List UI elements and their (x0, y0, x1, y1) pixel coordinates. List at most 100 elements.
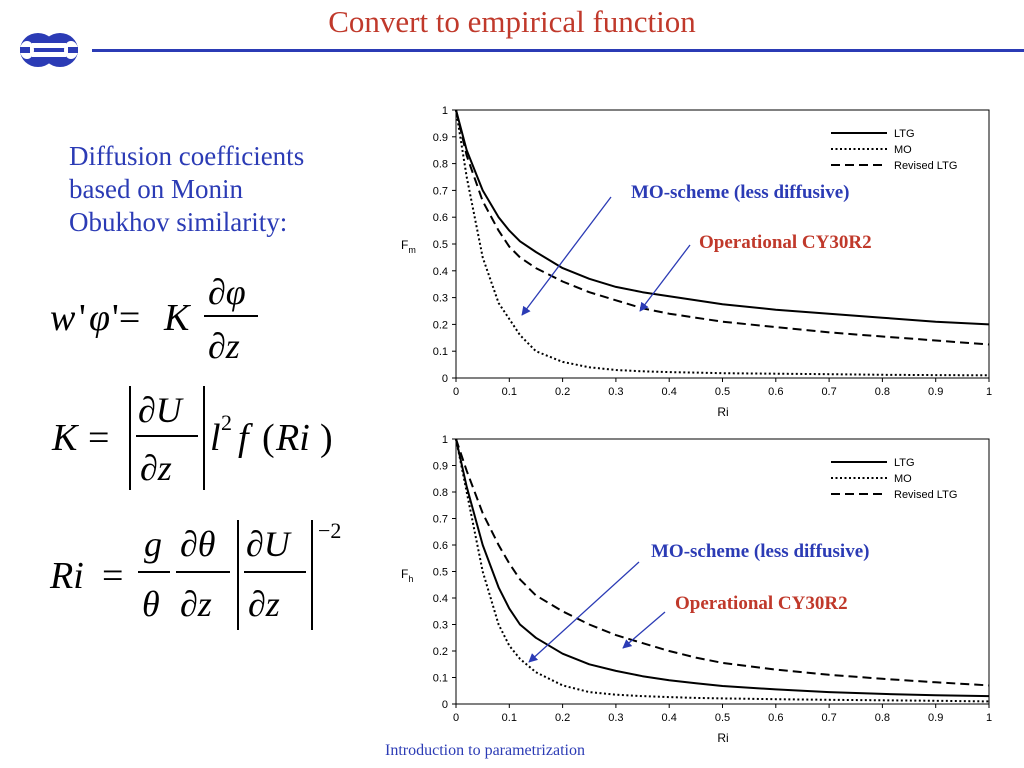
svg-text:∂θ: ∂θ (180, 524, 215, 564)
fm-legend-label: Revised LTG (894, 160, 957, 172)
fm-x-tick-label: 0.4 (662, 386, 677, 398)
fm-y-tick-label: 0.8 (433, 159, 448, 171)
fm-y-tick-label: 0.4 (433, 266, 448, 278)
fm-x-tick-label: 0.7 (821, 386, 836, 398)
fh-legend-label: Revised LTG (894, 489, 957, 501)
fh-x-tick-label: 0.1 (502, 712, 517, 724)
fh-legend-label: MO (894, 473, 912, 485)
fm-y-axis-label-sub: m (408, 245, 416, 255)
fm-y-tick-label: 0.6 (433, 212, 448, 224)
svg-text:l: l (210, 417, 221, 459)
fh-x-tick-label: 0.9 (928, 712, 943, 724)
svg-text:=: = (88, 417, 109, 459)
svg-text:φ: φ (89, 297, 110, 339)
intro-text: Diffusion coefficients based on Monin Ob… (69, 140, 389, 239)
slide-title: Convert to empirical function (328, 4, 696, 39)
fm-x-tick-label: 0.9 (928, 386, 943, 398)
fh-x-tick-label: 0.4 (662, 712, 677, 724)
svg-text:): ) (320, 417, 333, 459)
svg-text:∂φ: ∂φ (208, 272, 246, 312)
fm-annotation-cy30r2: Operational CY30R2 (699, 232, 872, 253)
fh-x-tick-label: 0.7 (821, 712, 836, 724)
fm-x-tick-label: 0.5 (715, 386, 730, 398)
fh-series-mo (455, 438, 990, 703)
fm-chart: 0 0.1 0.2 0.3 0.4 0.5 0.6 0.7 0.8 0.9 1 0 0.1 0.2 0.3 0… (401, 105, 992, 419)
svg-text:∂z: ∂z (140, 448, 172, 488)
svg-text:∂z: ∂z (208, 326, 240, 366)
fm-x-tick-label: 0.6 (768, 386, 783, 398)
fh-y-tick-label: 0.7 (433, 514, 448, 526)
fh-arrow-mo (528, 561, 640, 663)
fh-x-tick-label: 0.3 (608, 712, 623, 724)
fm-y-tick-label: 0.7 (433, 185, 448, 197)
svg-text:∂z: ∂z (180, 584, 212, 624)
fh-y-axis-label-main: F (401, 567, 408, 581)
fh-annotation-mo: MO-scheme (less diffusive) (651, 541, 869, 562)
fm-x-axis-label: Ri (717, 405, 728, 419)
fm-y-tick-label: 1 (442, 105, 448, 117)
fm-x-tick-label: 0.2 (555, 386, 570, 398)
fm-ticks: 0 0.1 0.2 0.3 0.4 0.5 0.6 0.7 0.8 0.9 1 0 0.1 0.2 0.3 0… (433, 105, 992, 398)
fm-y-tick-label: 0.5 (433, 239, 448, 251)
svg-text:θ: θ (142, 584, 160, 624)
intro-line: Obukhov similarity: (69, 207, 288, 237)
fh-x-tick-label: 0.8 (875, 712, 890, 724)
fh-y-axis-label: Fh (401, 567, 413, 584)
footer-text: Introduction to parametrization (385, 742, 585, 759)
svg-text:K: K (51, 417, 79, 459)
fh-ticks: 0 0.1 0.2 0.3 0.4 0.5 0.6 0.7 0.8 0.9 1 0 0.1 0.2 0.3 0… (433, 434, 992, 724)
fm-series-revised-ltg (455, 109, 990, 346)
fh-x-tick-label: 0 (453, 712, 459, 724)
fh-x-tick-label: 0.5 (715, 712, 730, 724)
svg-text:∂z: ∂z (248, 584, 280, 624)
svg-text:=: = (102, 555, 123, 597)
svg-text:∂U: ∂U (246, 524, 292, 564)
fh-y-tick-label: 0.2 (433, 646, 448, 658)
fm-x-tick-label: 0.1 (502, 386, 517, 398)
fm-x-tick-label: 1 (986, 386, 992, 398)
fh-y-tick-label: 0.9 (433, 461, 448, 473)
svg-text:2: 2 (221, 410, 232, 435)
fm-arrow-cy30r2 (639, 244, 691, 312)
fm-legend: LTG MO Revised LTG (831, 128, 957, 172)
svg-text:Ri: Ri (275, 417, 310, 459)
fh-y-tick-label: 0.3 (433, 620, 448, 632)
svg-text:Ri: Ri (49, 555, 84, 597)
fh-arrow-cy30r2 (622, 611, 666, 649)
fm-legend-label: LTG (894, 128, 915, 140)
fh-y-tick-label: 0.1 (433, 673, 448, 685)
svg-text:f: f (238, 417, 253, 459)
fh-annotation-cy30r2: Operational CY30R2 (675, 593, 848, 614)
fh-y-tick-label: 0.8 (433, 487, 448, 499)
fm-y-tick-label: 0 (442, 373, 448, 385)
fm-arrow-mo (521, 196, 612, 316)
fh-y-axis-label-sub: h (408, 574, 413, 584)
fm-annotation-mo: MO-scheme (less diffusive) (631, 182, 849, 203)
fh-y-tick-label: 0.4 (433, 593, 448, 605)
fh-legend: LTG MO Revised LTG (831, 457, 957, 501)
svg-text:': ' (79, 297, 86, 339)
fh-series-ltg (455, 438, 990, 698)
fm-y-tick-label: 0.2 (433, 319, 448, 331)
fm-y-axis-label-main: F (401, 238, 408, 252)
intro-line: Diffusion coefficients (69, 141, 305, 171)
fm-series-mo (455, 109, 990, 377)
fm-legend-label: MO (894, 144, 912, 156)
fh-chart: 0 0.1 0.2 0.3 0.4 0.5 0.6 0.7 0.8 0.9 1 0 0.1 0.2 0.3 0… (401, 434, 992, 744)
fm-y-axis-label: Fm (401, 238, 416, 255)
fh-y-tick-label: 0.6 (433, 540, 448, 552)
svg-text:'=: '= (112, 297, 140, 339)
ecmwf-logo (20, 33, 78, 67)
fh-y-tick-label: 0.5 (433, 567, 448, 579)
fm-y-tick-label: 0.9 (433, 132, 448, 144)
fm-x-tick-label: 0 (453, 386, 459, 398)
fm-x-tick-label: 0.3 (608, 386, 623, 398)
fh-x-tick-label: 0.6 (768, 712, 783, 724)
svg-text:−2: −2 (318, 518, 341, 543)
intro-line: based on Monin (69, 174, 243, 204)
richardson-equation: Ri = g θ ∂θ ∂z ∂U ∂z −2 (49, 518, 341, 630)
fm-x-tick-label: 0.8 (875, 386, 890, 398)
svg-text:∂U: ∂U (138, 390, 184, 430)
flux-equation: w ' φ '= K ∂φ ∂z (50, 272, 258, 366)
fh-legend-label: LTG (894, 457, 915, 469)
